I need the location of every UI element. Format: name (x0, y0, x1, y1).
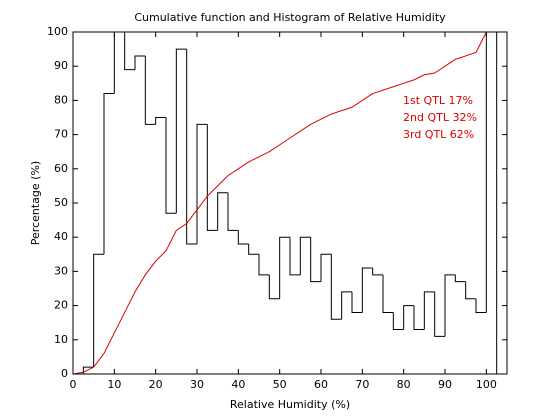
histogram-bar (413, 305, 425, 331)
x-tick-label: 0 (70, 378, 77, 391)
histogram-bar (454, 274, 466, 283)
histogram-bar (320, 253, 332, 282)
histogram-bar (475, 298, 487, 313)
x-tick-label: 80 (397, 378, 411, 391)
plot-area (73, 32, 507, 374)
y-tick-label: 80 (54, 93, 68, 106)
histogram-bar (217, 192, 228, 231)
y-tick-label: 60 (54, 162, 68, 175)
y-tick-label: 40 (54, 230, 68, 243)
x-tick-label: 70 (355, 378, 369, 391)
histogram-bar (124, 32, 135, 71)
histogram-bar (444, 274, 456, 337)
y-tick-label: 10 (54, 333, 68, 346)
histogram-bar (144, 55, 156, 125)
histogram-bar (289, 237, 301, 276)
y-tick-label: 0 (61, 367, 68, 380)
annotation: 2nd QTL 32% (403, 111, 477, 124)
x-axis-label: Relative Humidity (%) (230, 398, 350, 411)
histogram-bar (341, 291, 352, 320)
y-tick-label: 20 (54, 299, 68, 312)
histogram-bar (227, 192, 239, 231)
histogram-bar (372, 267, 383, 276)
x-tick-label: 50 (273, 378, 287, 391)
annotation: 1st QTL 17% (403, 94, 473, 107)
histogram-bar (434, 291, 445, 337)
histogram-bar (134, 55, 146, 70)
y-tick-label: 50 (54, 196, 68, 209)
histogram-bar (310, 237, 321, 283)
histogram-bar (113, 32, 115, 94)
histogram-bar (403, 305, 414, 330)
histogram-bar (103, 93, 115, 255)
y-tick-label: 30 (54, 264, 68, 277)
y-tick-label: 100 (47, 25, 68, 38)
x-tick-label: 40 (231, 378, 245, 391)
y-tick-label: 90 (54, 59, 68, 72)
histogram-bar (248, 244, 259, 255)
histogram-bar (175, 48, 187, 214)
histogram-bar (351, 291, 363, 313)
annotation: 3rd QTL 62% (403, 128, 474, 141)
histogram-bar (268, 274, 280, 300)
x-tick-label: 30 (190, 378, 204, 391)
x-tick-label: 20 (149, 378, 163, 391)
plot-marks (73, 32, 498, 374)
y-tick-label: 70 (54, 128, 68, 141)
chart-title: Cumulative function and Histogram of Rel… (134, 11, 446, 24)
histogram-bar (186, 49, 197, 245)
histogram-bar (165, 117, 177, 214)
histogram-bar (361, 267, 373, 313)
histogram-bar (279, 236, 290, 299)
cumulative-line (73, 32, 497, 374)
histogram-bar (237, 230, 249, 245)
histogram-bar (485, 32, 498, 374)
histogram-bar (258, 254, 270, 276)
histogram-bar (93, 253, 104, 368)
histogram-bar (206, 124, 218, 231)
y-axis-label: Percentage (%) (29, 161, 42, 245)
x-tick-label: 60 (314, 378, 328, 391)
x-tick-label: 90 (438, 378, 452, 391)
histogram-bar (196, 123, 208, 245)
histogram-bar (392, 312, 404, 331)
histogram-bar (382, 274, 394, 313)
histogram-bar (299, 236, 311, 275)
histogram-bar (330, 254, 342, 320)
histogram-bar (155, 117, 166, 125)
histogram-bar (423, 291, 435, 330)
x-tick-label: 10 (107, 378, 121, 391)
histogram-bar (465, 281, 476, 300)
histogram-bar (82, 366, 94, 374)
x-tick-label: 100 (476, 378, 497, 391)
